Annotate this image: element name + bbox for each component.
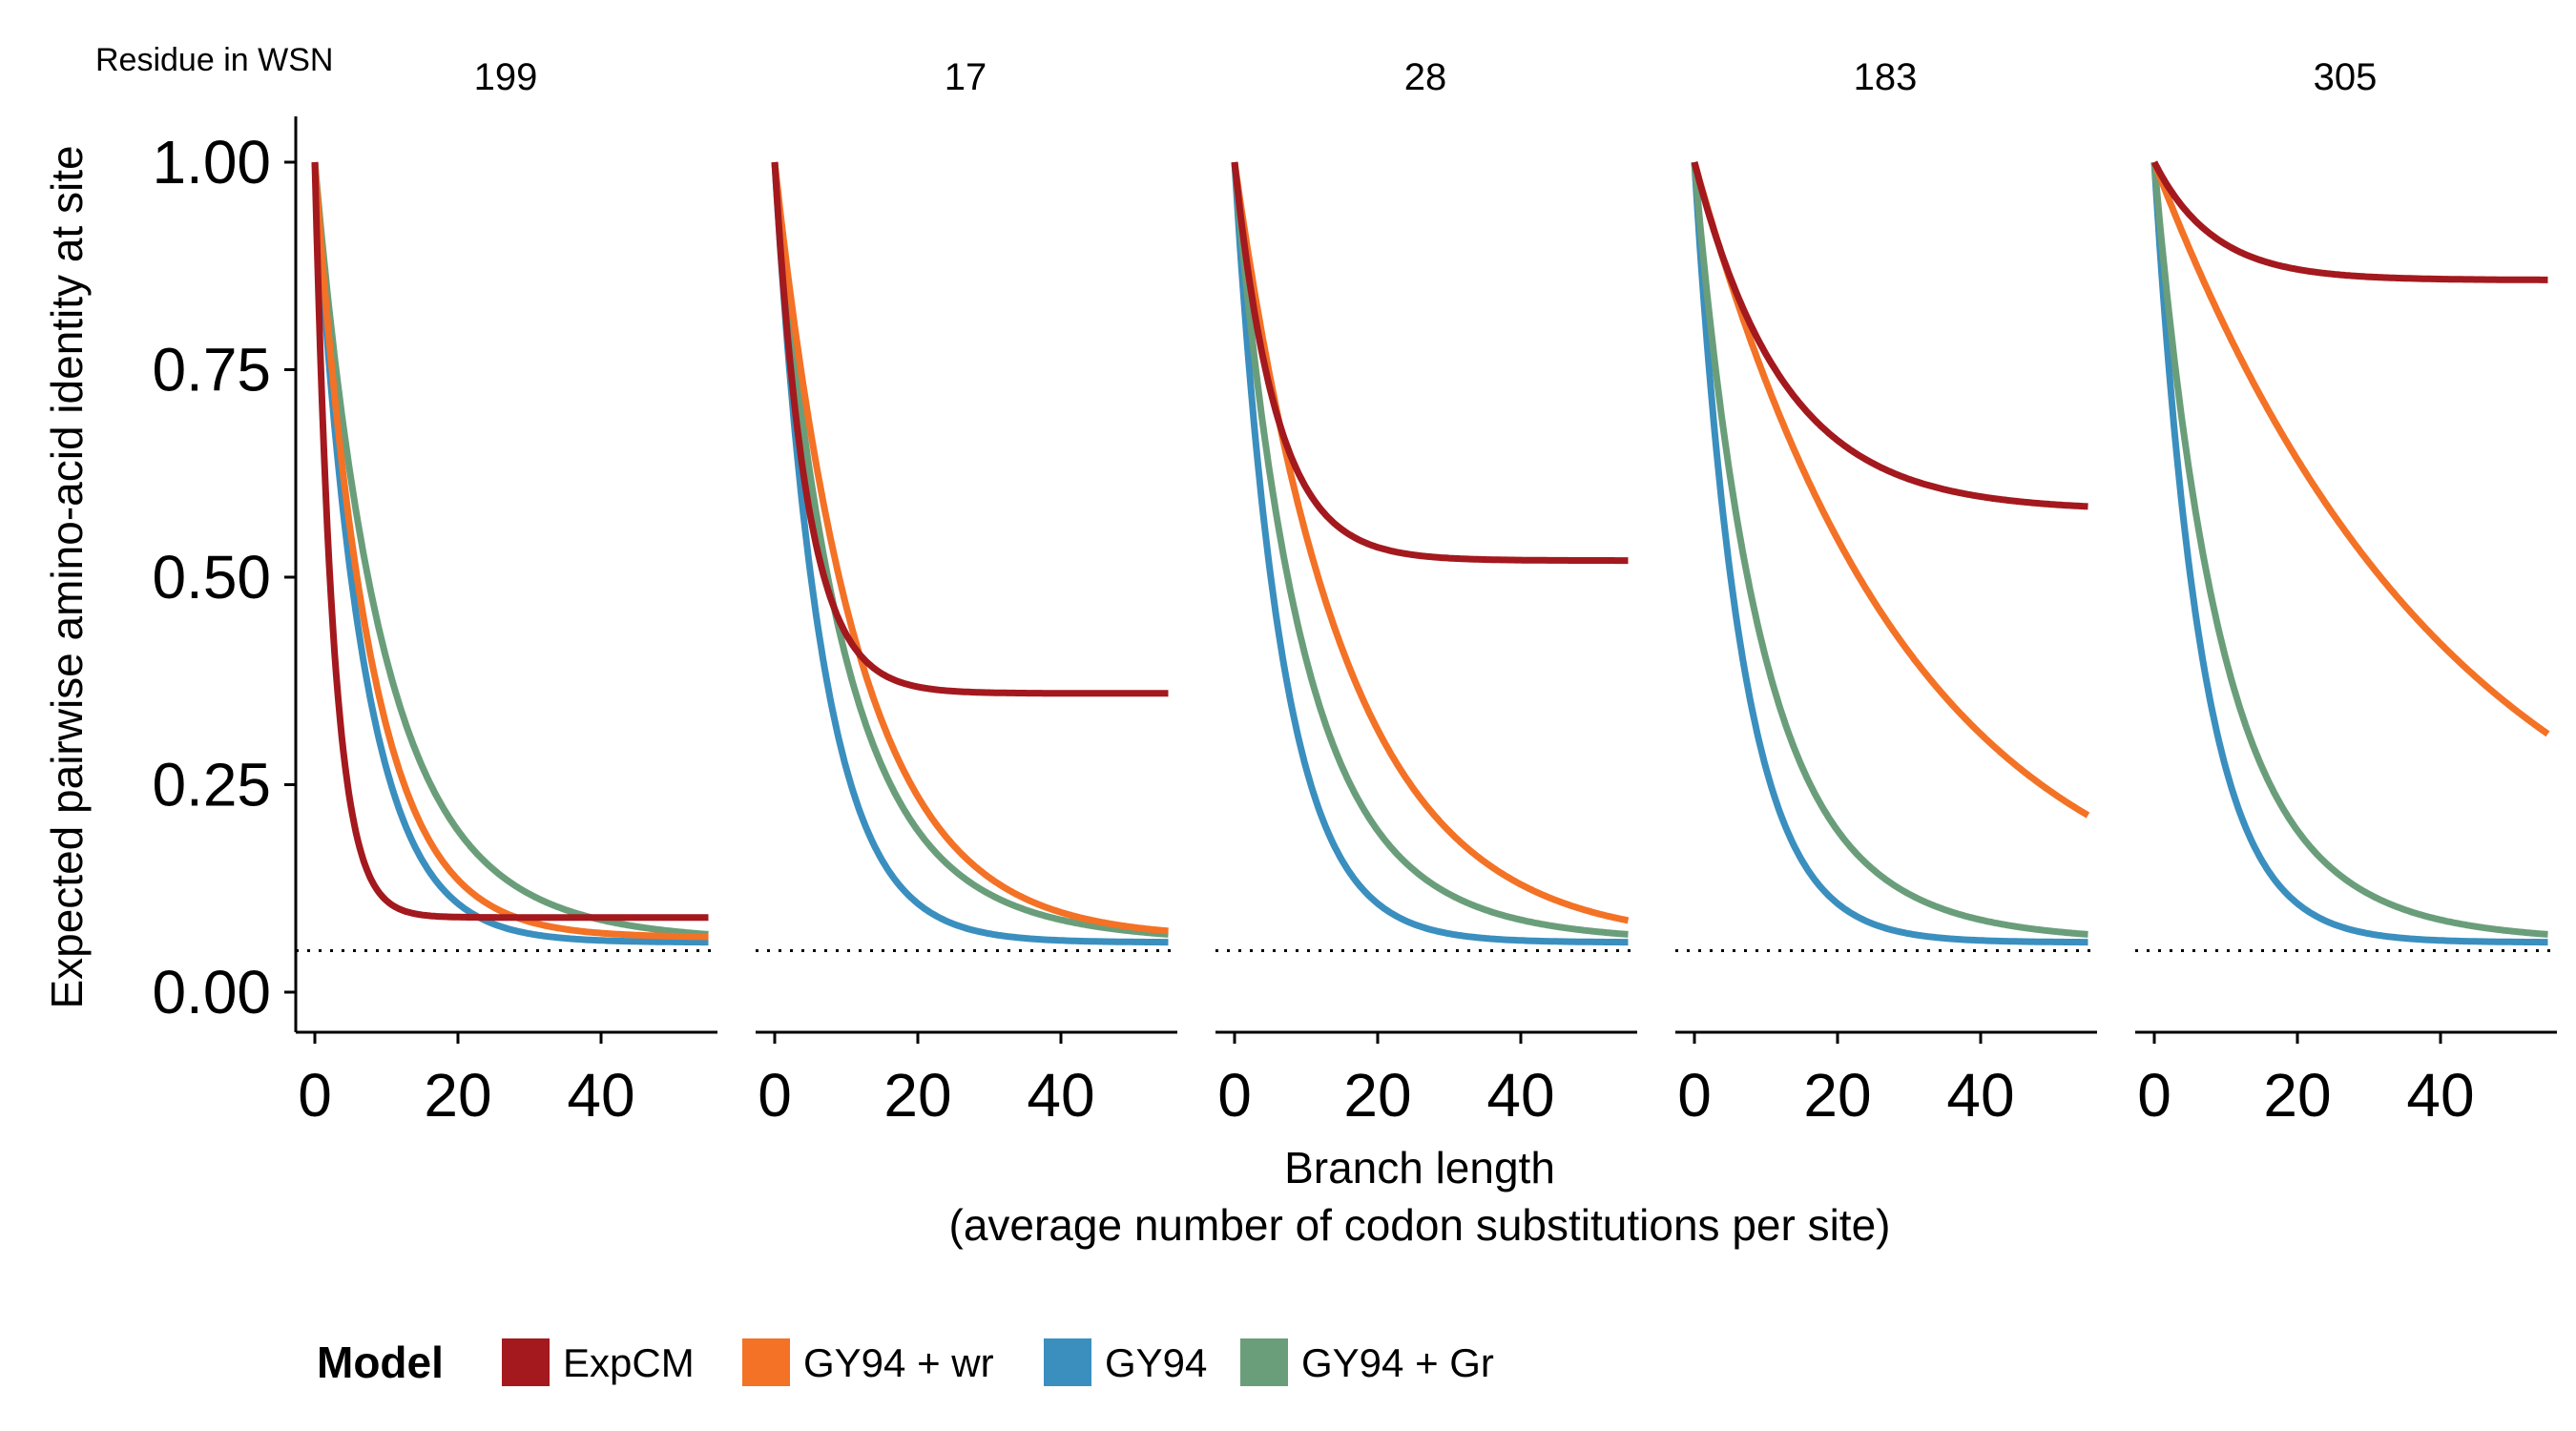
series-line-expcm xyxy=(311,161,711,922)
x-tick-label: 20 xyxy=(1803,1061,1871,1130)
y-axis-title: Expected pairwise amino-acid identity at… xyxy=(42,145,92,1008)
facet-panel-183: 183 0 20 40 xyxy=(1675,56,2097,1130)
legend-title: Model xyxy=(317,1338,444,1387)
series-line-expcm xyxy=(2150,160,2550,283)
x-tick-label: 40 xyxy=(567,1061,634,1130)
series-line-gy94 xyxy=(1691,161,2090,946)
series-line-gy94 xyxy=(771,161,1171,946)
series-line-gy94-wr xyxy=(1691,161,2090,819)
y-tick-label: 0.00 xyxy=(152,958,271,1027)
x-tick-label: 0 xyxy=(1677,1061,1712,1130)
facet-label-17: 17 xyxy=(945,56,987,98)
series-line-gy94 xyxy=(311,161,711,946)
x-axis-title: Branch length xyxy=(1284,1143,1555,1192)
facet-label-199: 199 xyxy=(474,56,538,98)
series-line-gy94-gr xyxy=(771,161,1171,938)
series-line-gy94-gr xyxy=(311,161,711,938)
legend: Model ExpCM GY94 + wr GY94 GY94 + Gr xyxy=(317,1338,1494,1387)
series-line-gy94-gr xyxy=(1231,161,1631,938)
legend-swatch-gy94 xyxy=(1044,1338,1091,1386)
series-line-gy94 xyxy=(1231,161,1631,946)
x-tick-label: 40 xyxy=(1946,1061,2014,1130)
x-tick-label: 0 xyxy=(1217,1061,1252,1130)
series-line-expcm xyxy=(771,161,1171,697)
facet-label-28: 28 xyxy=(1404,56,1447,98)
series-line-expcm xyxy=(1231,161,1631,565)
x-tick-label: 40 xyxy=(2406,1061,2474,1130)
facet-label-305: 305 xyxy=(2314,56,2378,98)
legend-swatch-expcm xyxy=(502,1338,550,1386)
y-tick-label: 0.50 xyxy=(152,543,271,612)
series-line-gy94-gr xyxy=(2150,161,2550,938)
x-tick-label: 0 xyxy=(2137,1061,2171,1130)
series-line-gy94-wr xyxy=(2150,160,2550,737)
y-axis: 0.00 0.25 0.50 0.75 1.00 xyxy=(152,116,298,1032)
legend-label-gy94-gr: GY94 + Gr xyxy=(1301,1340,1494,1385)
series-line-expcm xyxy=(1691,161,2090,510)
facet-header-label: Residue in WSN xyxy=(95,42,333,78)
series-line-gy94-wr xyxy=(771,161,1171,935)
x-tick-label: 20 xyxy=(2263,1061,2331,1130)
x-tick-label: 40 xyxy=(1027,1061,1094,1130)
legend-label-gy94-wr: GY94 + wr xyxy=(803,1340,994,1385)
series-line-gy94 xyxy=(2150,161,2550,946)
facet-panel-17: 17 0 20 40 xyxy=(756,56,1177,1130)
x-tick-label: 0 xyxy=(298,1061,332,1130)
y-tick-label: 0.75 xyxy=(152,336,271,404)
facet-panel-199: 199 0 20 40 xyxy=(296,56,717,1130)
x-tick-label: 20 xyxy=(1343,1061,1411,1130)
series-line-gy94-wr xyxy=(1231,161,1631,924)
y-tick-label: 0.25 xyxy=(152,751,271,819)
series-line-gy94-wr xyxy=(311,161,711,941)
facet-panel-28: 28 0 20 40 xyxy=(1215,56,1637,1130)
legend-label-expcm: ExpCM xyxy=(563,1340,695,1385)
x-tick-label: 20 xyxy=(424,1061,491,1130)
facet-label-183: 183 xyxy=(1854,56,1918,98)
series-line-gy94-gr xyxy=(1691,161,2090,938)
legend-swatch-gy94-gr xyxy=(1240,1338,1288,1386)
legend-label-gy94: GY94 xyxy=(1105,1340,1207,1385)
x-axis-subtitle: (average number of codon substitutions p… xyxy=(949,1200,1891,1250)
y-tick-label: 1.00 xyxy=(152,128,271,197)
facet-panel-305: 305 0 20 40 xyxy=(2135,56,2557,1130)
facet-panels: 199 0 20 40 17 0 20 40 28 0 20 40 183 0 20 40 305 0 20 40 xyxy=(296,56,2557,1130)
x-tick-label: 0 xyxy=(758,1061,792,1130)
x-tick-label: 20 xyxy=(883,1061,951,1130)
legend-swatch-gy94-wr xyxy=(742,1338,790,1386)
x-tick-label: 40 xyxy=(1486,1061,1554,1130)
